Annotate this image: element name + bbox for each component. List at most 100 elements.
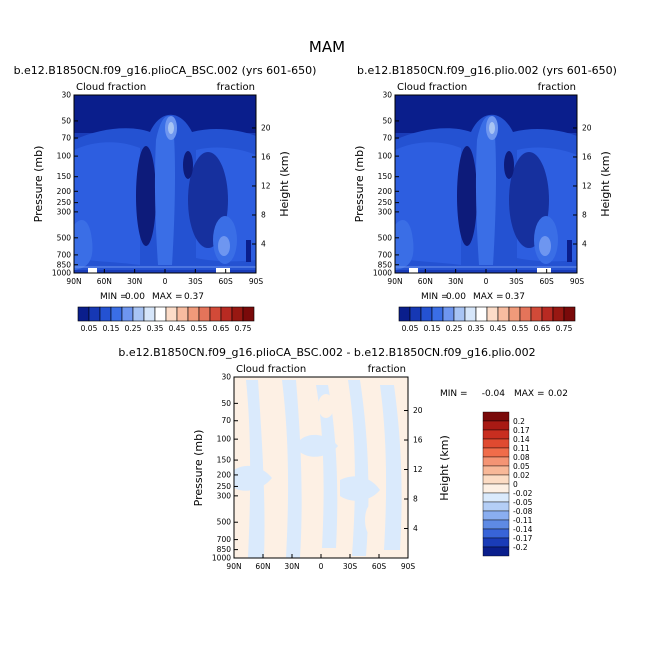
- panel-0-xtick-label: 30S: [188, 277, 203, 286]
- panel-a-max-value: 0.37: [184, 292, 204, 302]
- panel-1-ytick-label: 50: [382, 116, 392, 125]
- diff-colorbar-label: 0.08: [513, 453, 530, 462]
- panel-c-ylabel: Pressure (mb): [192, 430, 205, 507]
- panel-a-contour-field: [74, 95, 256, 273]
- panel-0-ytick-label: 100: [57, 152, 72, 161]
- panel-a: b.e12.B1850CN.f09_g16.plioCA_BSC.002 (yr…: [14, 64, 317, 333]
- diff-colorbar-swatch: [482, 438, 510, 449]
- panel-0-xtick-label: 60S: [219, 277, 234, 286]
- diff-colorbar-label: -0.08: [513, 507, 533, 516]
- panel-b-y2label: Height (km): [599, 151, 612, 217]
- panel-0-colorbar-swatch: [132, 306, 145, 322]
- diff-colorbar-label: -0.02: [513, 489, 533, 498]
- panel-b-left-label: Cloud fraction: [397, 82, 467, 93]
- panel-0-ytick-label: 150: [57, 172, 72, 181]
- panel-0-colorbar-swatch: [121, 306, 134, 322]
- panel-1-ytick-label: 500: [378, 233, 393, 242]
- panel-0-colorbar-swatch: [209, 306, 222, 322]
- panel-c-min-value: -0.04: [482, 389, 506, 399]
- panel-1-colorbar-label: 0.55: [512, 324, 529, 333]
- panel-c-y2label: Height (km): [438, 435, 451, 501]
- panel-a-right-label: fraction: [217, 82, 255, 93]
- panel-1-colorbar-swatch: [530, 306, 543, 322]
- panel-0-colorbar-swatch: [88, 306, 101, 322]
- panel-1-colorbar-swatch: [420, 306, 433, 322]
- panel-2-ytick-label: 300: [217, 491, 232, 500]
- diff-colorbar-swatch: [482, 447, 510, 458]
- diff-colorbar-label: -0.14: [513, 525, 533, 534]
- diff-colorbar-swatch: [482, 519, 510, 530]
- panel-0-xtick-label: 60N: [97, 277, 112, 286]
- panel-0-colorbar-label: 0.35: [147, 324, 164, 333]
- panel-1-xtick-label: 30S: [509, 277, 524, 286]
- panel-2-ytick-label: 30: [221, 373, 231, 382]
- diff-colorbar-swatch: [482, 537, 510, 548]
- diff-colorbar-swatch: [482, 456, 510, 467]
- diff-colorbar-swatch: [482, 546, 510, 557]
- panel-1-colorbar-swatch: [398, 306, 411, 322]
- panel-1-xtick-label: 0: [484, 277, 489, 286]
- panel-1-colorbar-swatch: [464, 306, 477, 322]
- panel-1-ytick-label: 150: [378, 172, 393, 181]
- panel-0-y2tick-label: 4: [261, 239, 266, 248]
- panel-1-y2tick-label: 20: [582, 123, 592, 132]
- panel-1-colorbar-swatch: [486, 306, 499, 322]
- panel-2-xtick-label: 60S: [372, 562, 387, 571]
- panel-2-ytick-label: 850: [217, 545, 232, 554]
- panel-2-xtick-label: 30N: [284, 562, 299, 571]
- panel-0-colorbar-swatch: [187, 306, 200, 322]
- panel-1-colorbar-swatch: [497, 306, 510, 322]
- panel-1-colorbar-swatch: [541, 306, 554, 322]
- panel-0-colorbar-label: 0.05: [81, 324, 98, 333]
- panel-2-y2tick-label: 4: [413, 524, 418, 533]
- panel-a-min-value: 0.00: [125, 292, 145, 302]
- panel-b-contour-field: [395, 95, 577, 273]
- panel-b-ylabel: Pressure (mb): [353, 146, 366, 223]
- panel-b: b.e12.B1850CN.f09_g16.plio.002 (yrs 601-…: [353, 64, 617, 333]
- panel-1-colorbar-swatch: [508, 306, 521, 322]
- panel-1-colorbar-swatch: [442, 306, 455, 322]
- panel-0-colorbar-swatch: [99, 306, 112, 322]
- diff-colorbar-label: 0.11: [513, 444, 530, 453]
- diff-colorbar-label: -0.17: [513, 534, 533, 543]
- panel-0-colorbar-swatch: [77, 306, 90, 322]
- panel-0-xtick-label: 90S: [249, 277, 264, 286]
- panel-1-y2tick-label: 8: [582, 210, 587, 219]
- panel-0-y2tick-label: 12: [261, 181, 271, 190]
- panel-1-y2tick-label: 12: [582, 181, 592, 190]
- panel-1-ytick-label: 1000: [373, 269, 392, 278]
- panel-1-colorbar-swatch: [563, 306, 576, 322]
- panel-1-colorbar-swatch: [519, 306, 532, 322]
- panel-1-colorbar-swatch: [475, 306, 488, 322]
- diff-colorbar-swatch: [482, 492, 510, 503]
- panel-c-contour-field: [234, 377, 408, 558]
- panel-0-colorbar-swatch: [220, 306, 233, 322]
- panel-0-y2tick-label: 20: [261, 123, 271, 132]
- panel-2-ytick-label: 200: [217, 470, 232, 479]
- panel-0-ytick-label: 300: [57, 207, 72, 216]
- panel-1-colorbar-label: 0.15: [424, 324, 441, 333]
- panel-0-ytick-label: 200: [57, 187, 72, 196]
- panel-1-colorbar-label: 0.35: [468, 324, 485, 333]
- panel-1-ytick-label: 30: [382, 91, 392, 100]
- panel-a-ylabel: Pressure (mb): [32, 146, 45, 223]
- panel-2-y2tick-label: 12: [413, 465, 423, 474]
- panel-2-xtick-label: 60N: [255, 562, 270, 571]
- diff-colorbar-swatch: [482, 501, 510, 512]
- panel-1-ytick-label: 70: [382, 134, 392, 143]
- panel-0-colorbar-swatch: [198, 306, 211, 322]
- panel-0-ytick-label: 700: [57, 250, 72, 259]
- diff-colorbar-label: 0.17: [513, 426, 530, 435]
- panel-1-ytick-label: 300: [378, 207, 393, 216]
- diff-colorbar-label: 0.2: [513, 417, 525, 426]
- panel-2-xtick-label: 30S: [343, 562, 358, 571]
- panel-0-colorbar-swatch: [231, 306, 244, 322]
- panel-1-y2tick-label: 16: [582, 152, 592, 161]
- panel-0-ytick-label: 500: [57, 233, 72, 242]
- panel-0-ytick-label: 250: [57, 198, 72, 207]
- panel-c-max-value: 0.02: [548, 389, 568, 399]
- panel-b-min-label: MIN =: [421, 292, 449, 302]
- panel-1-y2tick-label: 4: [582, 239, 587, 248]
- panel-c-left-label: Cloud fraction: [236, 364, 306, 375]
- diff-colorbar-swatch: [482, 465, 510, 476]
